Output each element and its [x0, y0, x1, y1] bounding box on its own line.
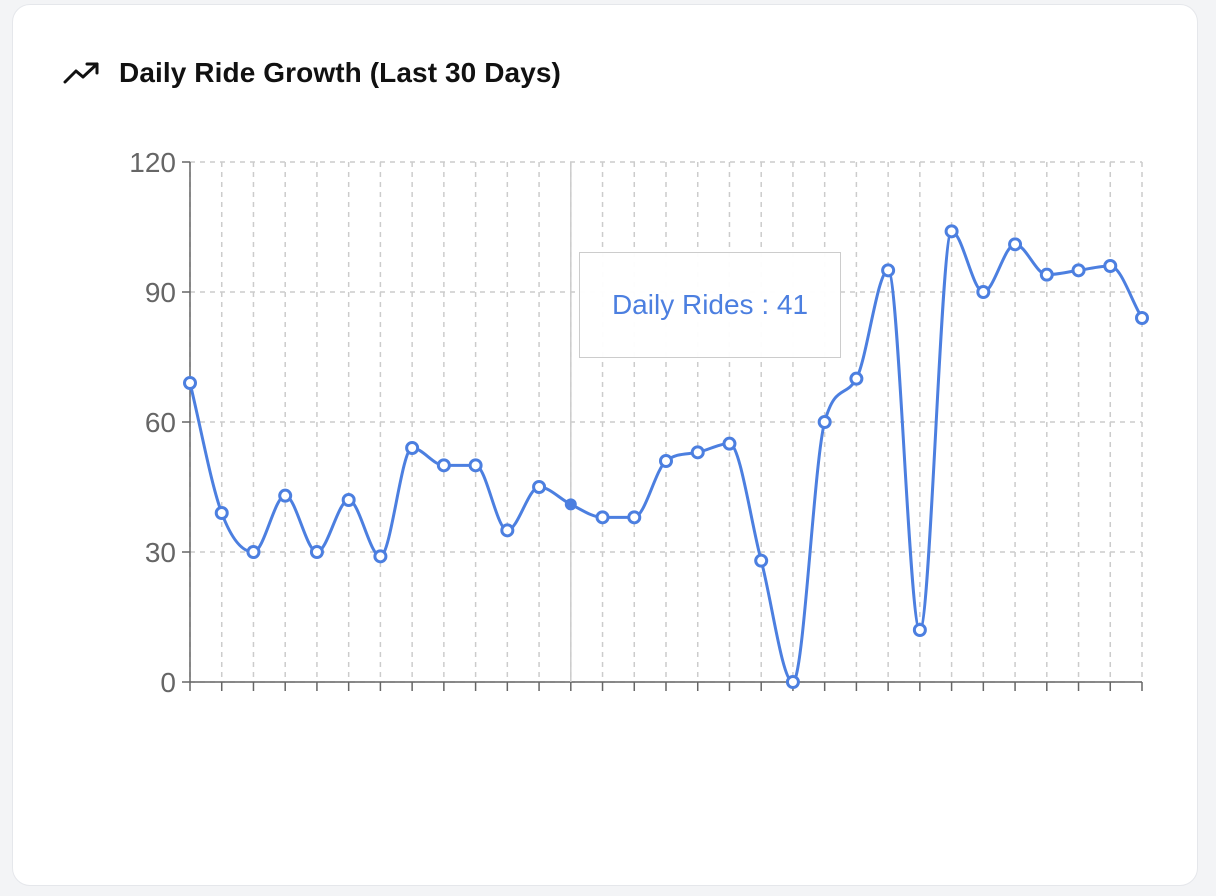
chart-grid	[189, 161, 1143, 683]
data-point	[627, 510, 642, 525]
data-point	[532, 480, 547, 494]
data-point	[436, 458, 451, 473]
data-point	[881, 263, 896, 278]
data-point	[1135, 311, 1149, 325]
data-point	[595, 510, 610, 525]
data-point	[754, 553, 769, 568]
data-point	[912, 623, 927, 637]
data-point	[976, 285, 991, 299]
data-point	[722, 436, 737, 451]
data-point	[690, 445, 705, 460]
data-point	[785, 675, 800, 689]
y-tick-label: 120	[129, 147, 176, 178]
data-point	[246, 545, 261, 559]
data-point	[405, 441, 420, 455]
chart-tooltip: Daily Rides : 41	[579, 252, 841, 358]
data-point	[849, 371, 864, 386]
data-point	[183, 376, 197, 390]
data-point	[468, 458, 483, 473]
active-data-point	[564, 498, 577, 511]
data-point	[1103, 259, 1118, 273]
data-point	[944, 224, 959, 239]
tooltip-label: Daily Rides : 41	[611, 289, 809, 320]
data-point	[341, 493, 356, 507]
series-points	[183, 224, 1149, 689]
card-title: Daily Ride Growth (Last 30 Days)	[119, 57, 561, 88]
chart-axes: 0 30 60 90 120	[129, 147, 1143, 698]
data-point	[373, 549, 388, 564]
trending-up-icon	[63, 62, 99, 84]
chart-card: Daily Ride Growth (Last 30 Days)	[12, 4, 1198, 886]
data-point	[309, 545, 324, 559]
card-header: Daily Ride Growth (Last 30 Days)	[63, 57, 561, 89]
y-tick-label: 60	[145, 407, 176, 438]
y-tick-label: 30	[145, 537, 176, 568]
data-point	[1008, 237, 1023, 252]
y-tick-label: 90	[145, 277, 176, 308]
data-point	[817, 415, 832, 429]
data-point	[1071, 263, 1086, 278]
y-tick-label: 0	[160, 667, 176, 698]
data-point	[1039, 267, 1054, 282]
data-point	[214, 506, 229, 520]
data-point	[659, 454, 673, 468]
data-point	[500, 523, 515, 538]
data-point	[278, 488, 293, 503]
